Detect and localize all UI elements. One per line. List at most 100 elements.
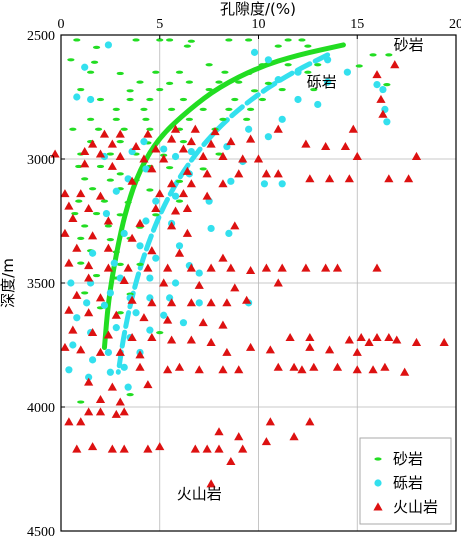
- sandstone-point: [124, 200, 132, 204]
- sandstone-point: [199, 107, 207, 111]
- conglomerate-point: [250, 48, 259, 56]
- volcanic-point: [143, 263, 153, 272]
- sandstone-point: [90, 60, 99, 64]
- conglomerate-point: [175, 242, 184, 250]
- sandstone-point: [247, 107, 255, 111]
- sandstone-point: [179, 97, 188, 102]
- volcanic-point: [139, 154, 149, 163]
- sandstone-point: [156, 331, 164, 335]
- sandstone-point: [179, 140, 188, 144]
- sandstone-point: [92, 211, 101, 216]
- volcanic-point: [147, 246, 157, 255]
- volcanic-point: [297, 365, 307, 374]
- volcanic-point: [68, 325, 78, 334]
- volcanic-point: [206, 298, 216, 307]
- conglomerate-point: [81, 63, 89, 71]
- conglomerate-point: [83, 299, 91, 307]
- volcanic-point: [218, 320, 228, 329]
- conglomerate-point: [73, 93, 81, 101]
- volcanic-point: [84, 407, 94, 416]
- volcanic-point: [170, 206, 181, 215]
- volcanic-point: [167, 335, 177, 344]
- sandstone-point: [298, 38, 306, 42]
- volcanic-point: [332, 362, 343, 371]
- sandstone-point: [140, 107, 148, 111]
- sandstone-point: [106, 152, 114, 156]
- sandstone-point: [166, 166, 174, 170]
- volcanic-point: [88, 139, 98, 148]
- sandstone-point: [116, 140, 124, 144]
- volcanic-point: [186, 335, 196, 344]
- volcanic-point: [95, 394, 106, 404]
- volcanic-point: [400, 367, 410, 376]
- volcanic-point: [230, 283, 240, 292]
- volcanic-point: [218, 179, 228, 188]
- volcanic-point: [50, 149, 60, 158]
- conglomerate-point: [207, 224, 215, 233]
- volcanic-point: [174, 248, 185, 257]
- sandstone-point: [264, 81, 272, 85]
- volcanic-point: [64, 258, 74, 267]
- conglomerate-trend-line: [115, 52, 331, 375]
- volcanic-point: [72, 243, 82, 252]
- volcanic-point: [384, 174, 394, 183]
- volcanic-point: [60, 189, 70, 198]
- volcanic-point: [88, 231, 98, 240]
- y-tick-label: 4000: [27, 401, 55, 416]
- conglomerate-point: [65, 366, 73, 374]
- volcanic-point: [321, 263, 331, 272]
- sandstone-point: [284, 63, 292, 67]
- volcanic-point: [234, 432, 244, 441]
- conglomerate-point: [294, 68, 302, 76]
- volcanic-point: [246, 134, 256, 143]
- volcanic-point: [222, 298, 232, 307]
- volcanic-point: [107, 444, 117, 453]
- sandstone-point: [304, 70, 312, 74]
- sandstone-point: [310, 87, 318, 92]
- volcanic-point: [352, 347, 362, 356]
- sandstone-point: [185, 80, 193, 84]
- volcanic-point: [60, 228, 70, 237]
- volcanic-point: [60, 342, 70, 351]
- volcanic-point: [143, 129, 153, 138]
- volcanic-point: [289, 362, 299, 371]
- x-axis-ticks: 0 5 10 15 20: [58, 17, 461, 39]
- volcanic-point: [131, 142, 141, 151]
- data-points: [50, 38, 449, 488]
- sandstone-point: [126, 97, 134, 102]
- volcanic-point: [178, 189, 189, 198]
- sandstone-point: [77, 87, 85, 92]
- sandstone-point: [284, 38, 292, 42]
- volcanic-point: [88, 442, 98, 451]
- conglomerate-point: [120, 363, 128, 371]
- sandstone-point: [67, 58, 75, 62]
- volcanic-point: [95, 347, 106, 356]
- volcanic-point: [261, 263, 271, 272]
- sandstone-point: [116, 71, 124, 76]
- volcanic-point: [76, 189, 86, 198]
- volcanic-point: [76, 345, 86, 354]
- sandstone-point: [100, 199, 109, 203]
- conglomerate-point: [152, 197, 160, 205]
- volcanic-point: [167, 221, 177, 230]
- sandstone-point: [87, 70, 95, 74]
- conglomerate-point: [264, 56, 272, 64]
- volcanic-point: [163, 315, 173, 324]
- annotation-label: 砂岩: [394, 36, 424, 54]
- volcanic-point: [103, 263, 113, 272]
- sandstone-trend-line: [101, 42, 346, 350]
- sandstone-point: [92, 273, 101, 278]
- annotation-label: 火山岩: [177, 485, 222, 503]
- volcanic-point: [285, 332, 295, 342]
- volcanic-point: [111, 409, 121, 418]
- annotation-label: 砾岩: [307, 73, 337, 91]
- sandstone-point: [245, 71, 253, 76]
- conglomerate-point: [160, 311, 168, 319]
- conglomerate-point: [102, 209, 111, 218]
- sandstone-point: [81, 224, 89, 228]
- volcanic-point: [194, 280, 204, 289]
- legend-marker-volcanic: [373, 502, 383, 511]
- conglomerate-point: [187, 147, 195, 156]
- sandstone-point: [205, 87, 213, 92]
